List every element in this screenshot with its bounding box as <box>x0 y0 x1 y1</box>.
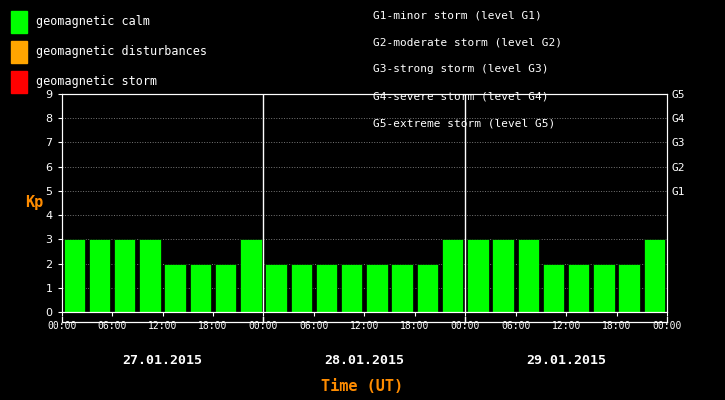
Bar <box>240 239 262 312</box>
Bar <box>139 239 161 312</box>
Bar <box>644 239 665 312</box>
Bar <box>190 264 211 312</box>
Bar <box>568 264 589 312</box>
Bar <box>165 264 186 312</box>
Text: geomagnetic disturbances: geomagnetic disturbances <box>36 46 207 58</box>
Text: G2-moderate storm (level G2): G2-moderate storm (level G2) <box>373 37 563 47</box>
Text: geomagnetic storm: geomagnetic storm <box>36 76 157 88</box>
Bar <box>593 264 615 312</box>
Text: G4-severe storm (level G4): G4-severe storm (level G4) <box>373 92 549 102</box>
Text: G3-strong storm (level G3): G3-strong storm (level G3) <box>373 64 549 74</box>
Bar <box>417 264 438 312</box>
Bar <box>618 264 640 312</box>
Bar <box>114 239 136 312</box>
Bar <box>492 239 514 312</box>
Text: Time (UT): Time (UT) <box>321 379 404 394</box>
Bar <box>392 264 413 312</box>
Y-axis label: Kp: Kp <box>25 196 44 210</box>
Text: G5-extreme storm (level G5): G5-extreme storm (level G5) <box>373 119 555 129</box>
Bar <box>291 264 312 312</box>
Bar <box>366 264 388 312</box>
Text: G1-minor storm (level G1): G1-minor storm (level G1) <box>373 10 542 20</box>
Bar <box>341 264 362 312</box>
Bar <box>265 264 287 312</box>
Bar <box>316 264 337 312</box>
Bar <box>88 239 110 312</box>
Text: 29.01.2015: 29.01.2015 <box>526 354 606 367</box>
Text: 28.01.2015: 28.01.2015 <box>324 354 405 367</box>
Text: 27.01.2015: 27.01.2015 <box>123 354 202 367</box>
Text: geomagnetic calm: geomagnetic calm <box>36 16 149 28</box>
Bar <box>64 239 85 312</box>
Bar <box>215 264 236 312</box>
Bar <box>442 239 463 312</box>
Bar <box>543 264 564 312</box>
Bar <box>467 239 489 312</box>
Bar <box>518 239 539 312</box>
